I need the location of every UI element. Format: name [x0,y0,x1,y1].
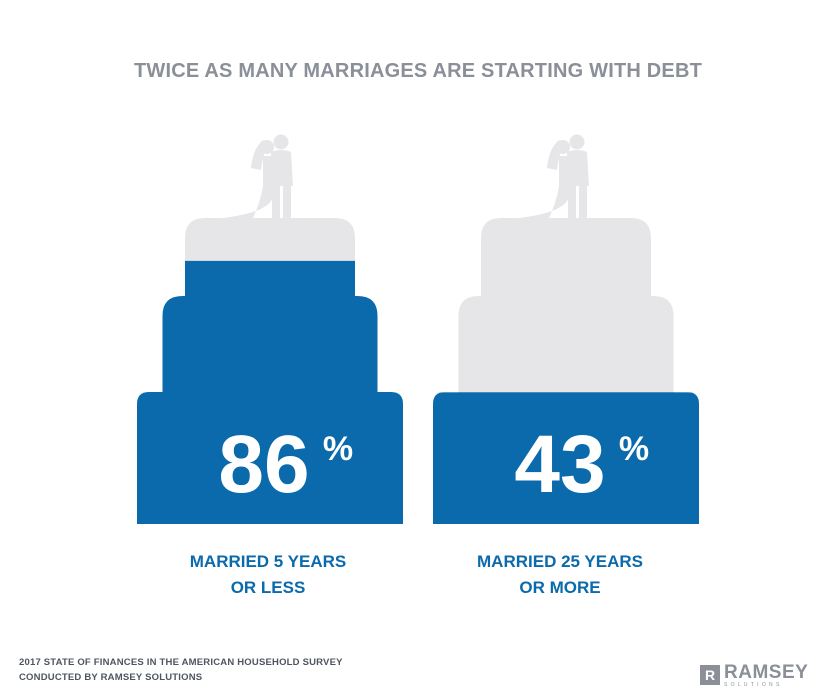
cake-tier-empty-1 [481,218,651,300]
cake-tier-empty-2 [458,296,674,396]
value-label-1: 86 [218,419,309,510]
cake-tier-fill-3 [433,392,699,524]
cake-tier-fill-2 [162,296,378,396]
logo-subtitle: SOLUTIONS [724,681,783,688]
source-note-line-2: CONDUCTED BY RAMSEY SOLUTIONS [19,672,203,683]
wedding-couple-topper-icon [223,134,293,218]
value-unit-2: % [619,430,649,468]
cake-tier-fill-3 [137,392,403,524]
category-label-1-line-1: MARRIED 5 YEARS [189,552,347,571]
ramsey-r-logo-icon: R [700,665,720,685]
cake-fill-1 [137,260,403,524]
logo-wordmark: RAMSEY [724,661,809,683]
wedding-couple-topper-icon [519,134,589,218]
chart-title: TWICE AS MANY MARRIAGES ARE STARTING WIT… [133,60,703,82]
source-note: 2017 STATE OF FINANCES IN THE AMERICAN H… [19,655,343,685]
cake-bar-2: 43% [433,134,699,524]
value-unit-1: % [323,430,353,468]
category-label-2-line-2: OR MORE [519,578,601,597]
category-label-1: MARRIED 5 YEARS OR LESS [148,549,388,601]
value-label-2: 43 [514,419,605,510]
ramsey-logo: R RAMSEY SOLUTIONS [700,662,808,688]
category-label-1-line-2: OR LESS [230,578,306,597]
cake-tier-fill-1 [185,260,355,300]
category-label-2: MARRIED 25 YEARS OR MORE [440,549,680,601]
source-note-line-1: 2017 STATE OF FINANCES IN THE AMERICAN H… [19,657,343,668]
cake-bar-1: 86% [137,134,403,524]
cake-fill-2 [433,392,699,524]
category-label-2-line-1: MARRIED 25 YEARS [477,552,643,571]
